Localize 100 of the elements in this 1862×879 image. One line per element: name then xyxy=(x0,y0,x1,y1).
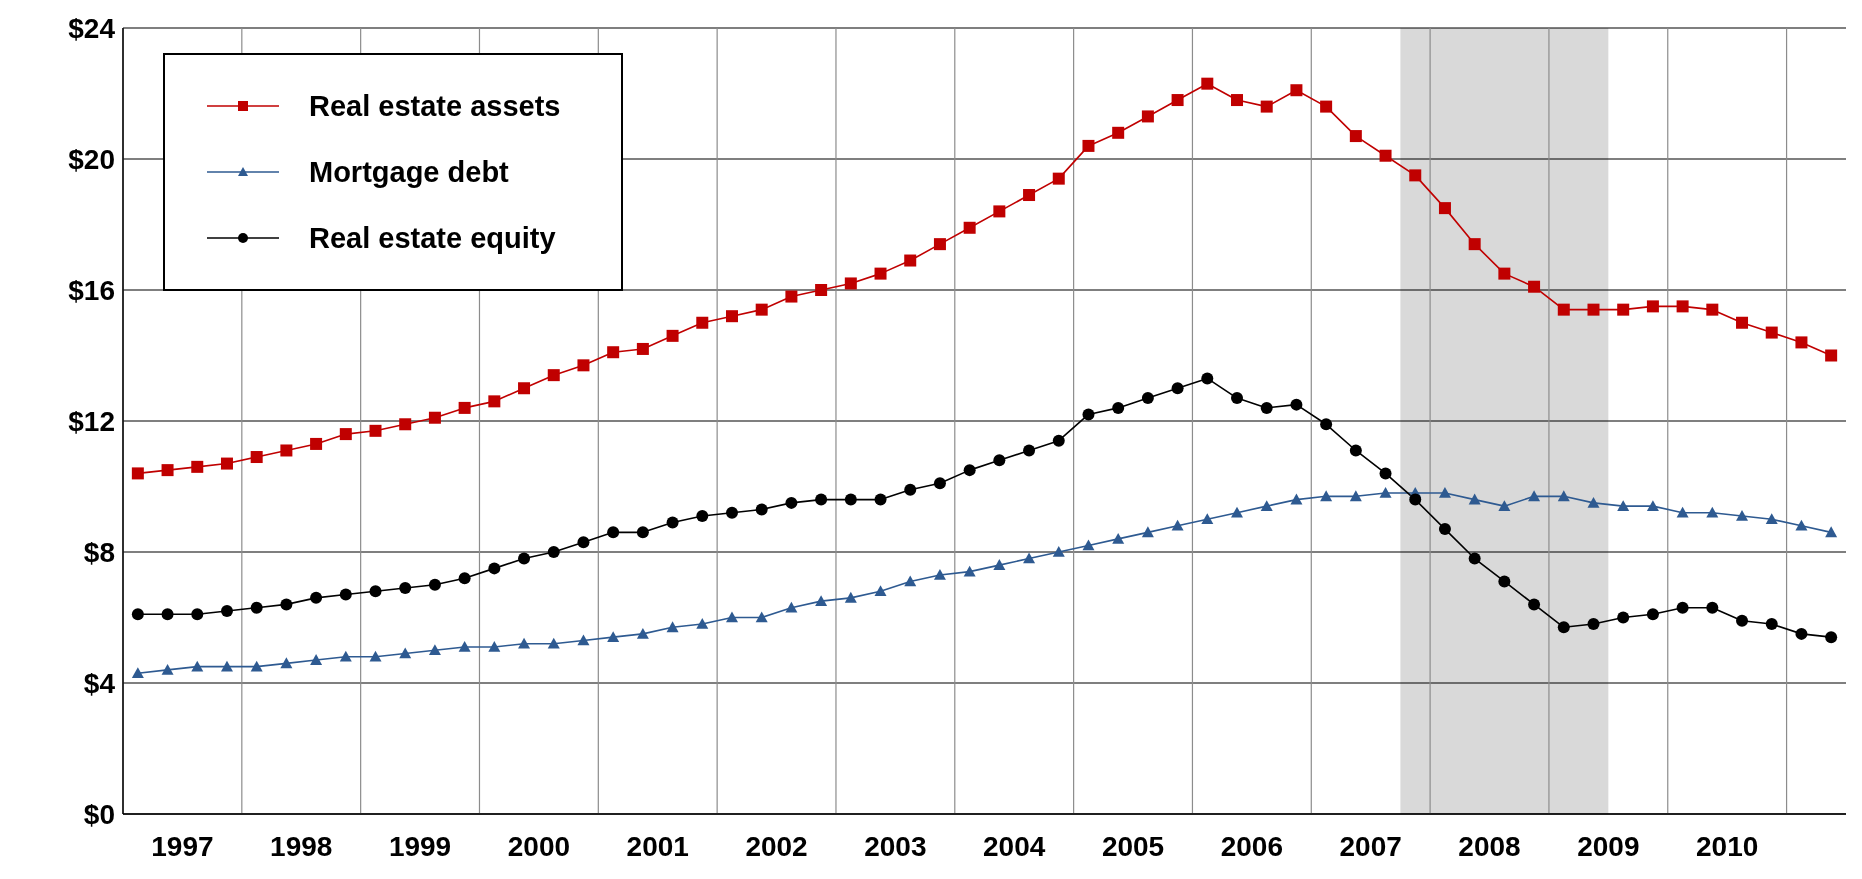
point xyxy=(755,303,768,316)
point xyxy=(963,221,976,234)
point xyxy=(1349,130,1362,143)
legend-label: Mortgage debt xyxy=(309,155,509,189)
point xyxy=(518,552,531,565)
point xyxy=(458,572,471,585)
point xyxy=(904,254,917,267)
x-tick-label: 1998 xyxy=(270,830,333,862)
point xyxy=(369,650,382,662)
y-tick-label: $4 xyxy=(83,667,116,699)
point xyxy=(1587,618,1600,631)
point xyxy=(131,467,144,480)
point xyxy=(993,205,1006,218)
point xyxy=(1617,303,1630,316)
point xyxy=(1231,94,1244,107)
point xyxy=(1587,496,1600,508)
point xyxy=(1736,614,1749,627)
point xyxy=(250,601,263,614)
point xyxy=(131,608,144,621)
point xyxy=(874,267,887,280)
point xyxy=(1052,434,1065,447)
x-tick-label: 2004 xyxy=(983,830,1046,862)
x-tick-label: 1997 xyxy=(151,830,214,862)
point xyxy=(1082,408,1095,421)
point xyxy=(1676,506,1689,518)
point xyxy=(1765,513,1778,525)
point xyxy=(1498,267,1511,280)
point xyxy=(250,660,263,672)
point xyxy=(1528,490,1541,502)
point xyxy=(696,316,709,329)
point xyxy=(696,618,709,629)
point xyxy=(1260,500,1273,511)
point xyxy=(1260,401,1273,414)
point xyxy=(577,359,590,372)
point xyxy=(785,290,798,303)
point xyxy=(1379,149,1392,162)
point xyxy=(1438,523,1451,536)
point xyxy=(547,369,560,382)
x-tick-label: 2010 xyxy=(1696,830,1759,862)
point xyxy=(1825,526,1838,538)
point xyxy=(191,460,204,473)
point xyxy=(1290,84,1303,97)
x-tick-label: 2002 xyxy=(745,830,808,862)
point xyxy=(1112,126,1125,139)
legend-label: Real estate equity xyxy=(309,221,556,255)
point xyxy=(874,493,887,506)
point xyxy=(1646,608,1659,621)
point xyxy=(1617,611,1630,624)
point xyxy=(1171,94,1184,107)
point xyxy=(755,503,768,516)
point xyxy=(874,585,887,597)
point xyxy=(310,591,323,604)
point xyxy=(666,329,679,342)
point xyxy=(755,611,768,623)
point xyxy=(1290,398,1303,411)
point xyxy=(1379,487,1392,498)
point xyxy=(339,428,352,441)
point xyxy=(1468,552,1481,565)
point xyxy=(1052,546,1065,557)
point xyxy=(1201,513,1214,525)
x-tick-label: 2001 xyxy=(626,830,689,862)
y-tick-label: $8 xyxy=(83,536,115,568)
point xyxy=(1528,280,1541,293)
point xyxy=(815,493,828,506)
point xyxy=(280,444,293,457)
point xyxy=(1141,526,1154,538)
point xyxy=(369,585,382,598)
point xyxy=(725,506,738,519)
point xyxy=(1825,349,1838,362)
legend-label: Real estate assets xyxy=(309,89,561,123)
x-tick-label: 2003 xyxy=(864,830,927,862)
point xyxy=(220,457,233,470)
point xyxy=(1112,532,1125,544)
point xyxy=(963,565,976,577)
point xyxy=(1290,493,1303,505)
point xyxy=(1023,189,1036,202)
point xyxy=(339,650,352,662)
point xyxy=(1320,418,1333,431)
point xyxy=(161,608,174,621)
point xyxy=(577,634,590,646)
point xyxy=(844,591,857,603)
point xyxy=(993,559,1006,570)
point xyxy=(339,588,352,601)
point xyxy=(220,660,233,672)
point xyxy=(488,562,501,575)
point xyxy=(607,631,620,642)
point xyxy=(547,546,560,558)
point xyxy=(1498,500,1511,511)
y-tick-label: $0 xyxy=(83,798,115,830)
point xyxy=(191,660,204,672)
point xyxy=(280,657,293,669)
point xyxy=(1201,77,1214,90)
x-tick-label: 2000 xyxy=(507,830,571,862)
point xyxy=(1141,392,1154,405)
point xyxy=(1260,100,1273,113)
point xyxy=(1171,382,1184,395)
point xyxy=(696,509,709,522)
point xyxy=(220,604,233,617)
point xyxy=(518,382,531,395)
point xyxy=(815,595,828,606)
